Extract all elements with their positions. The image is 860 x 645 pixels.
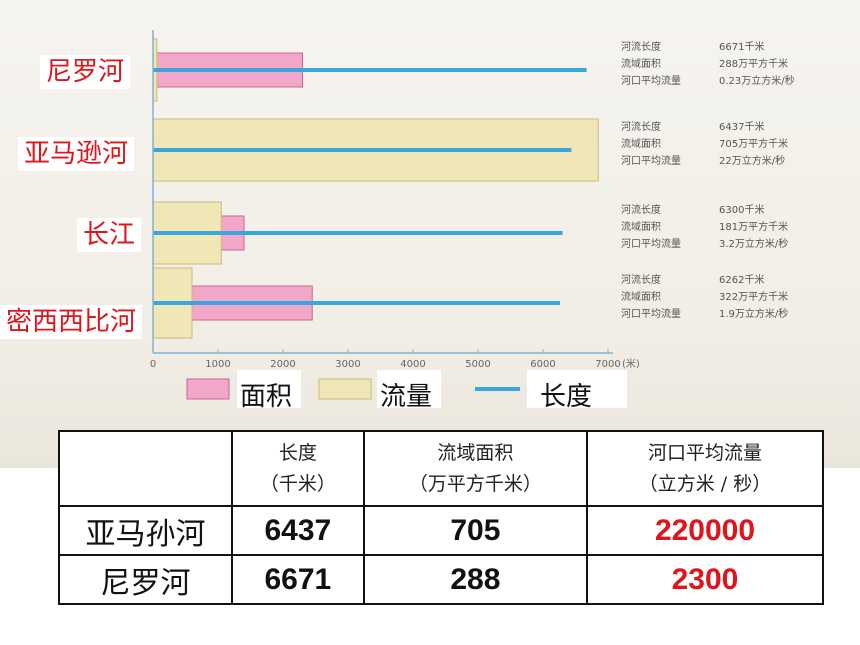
table-header-flow: 河口平均流量 （立方米 / 秒）: [586, 430, 824, 507]
annotation-value: 6437千米: [719, 120, 764, 133]
legend-flow-box: [377, 370, 441, 408]
legend-length-label: 长度: [540, 382, 593, 412]
annotation-label: 流域面积: [621, 137, 661, 150]
row-nile-area: 288: [362, 554, 589, 605]
row-amazon-flow: 220000: [586, 505, 824, 556]
annotation-label: 流域面积: [621, 57, 661, 70]
annotation-value: 3.2万立方米/秒: [719, 237, 788, 250]
header-flow-title: 河口平均流量: [647, 442, 762, 465]
header-flow-unit: （立方米 / 秒）: [638, 472, 772, 495]
annotation-label: 河口平均流量: [621, 237, 681, 250]
table-header-row: 长度 （千米） 流域面积 （万平方千米） 河口平均流量 （立方米 / 秒）: [58, 430, 824, 507]
table-header-length: 长度 （千米）: [231, 430, 365, 507]
annotation-value: 0.23万立方米/秒: [719, 74, 795, 87]
annotation-label: 河流长度: [621, 120, 661, 133]
table-row: 亚马孙河 6437 705 220000: [58, 505, 824, 556]
row-amazon-length: 6437: [231, 505, 365, 556]
annotation-label: 流域面积: [621, 290, 661, 303]
x-tick-label: 4000: [400, 359, 425, 370]
annotation-value: 181万平方千米: [719, 220, 788, 233]
header-area-title: 流域面积: [437, 442, 514, 465]
legend-area-box: [237, 370, 301, 408]
annotation-value: 1.9万立方米/秒: [719, 307, 788, 320]
x-tick-label: 3000: [335, 359, 360, 370]
annotation-label: 河口平均流量: [621, 74, 681, 87]
legend-flow-label: 流量: [380, 382, 433, 412]
legend-area-swatch: [186, 378, 230, 400]
x-tick-label: 7000: [595, 359, 620, 370]
annotation-label: 流域面积: [621, 220, 661, 233]
annotation-value: 288万平方千米: [719, 57, 788, 70]
row-nile-flow: 2300: [586, 554, 824, 605]
legend-length-box: [527, 370, 627, 408]
row-amazon-area: 705: [362, 505, 589, 556]
row-nile-length: 6671: [231, 554, 365, 605]
annotation-label: 河流长度: [621, 40, 661, 53]
x-tick-label: 0: [150, 359, 156, 370]
header-area-unit: （万平方千米）: [408, 472, 542, 495]
x-tick-label: 1000: [205, 359, 230, 370]
annotation-label: 河口平均流量: [621, 154, 681, 167]
legend-area-label: 面积: [240, 382, 293, 412]
table-row: 尼罗河 6671 288 2300: [58, 554, 824, 605]
x-tick-label: 6000: [530, 359, 555, 370]
river-label-mississippi: 密西西比河: [0, 305, 143, 339]
river-label-nile: 尼罗河: [40, 55, 131, 89]
x-axis-unit: (米): [622, 357, 640, 370]
river-label-yangtze: 长江: [77, 218, 142, 252]
comparison-table: 长度 （千米） 流域面积 （万平方千米） 河口平均流量 （立方米 / 秒） 亚马…: [58, 430, 824, 605]
row-name-nile: 尼罗河: [58, 554, 233, 605]
x-tick-label: 2000: [270, 359, 295, 370]
annotation-value: 22万立方米/秒: [719, 154, 785, 167]
chart: 0 1000 2000 3000 4000 5000 6000 7000 (米) 河流长度 667…: [150, 30, 795, 400]
table-header-area: 流域面积 （万平方千米）: [362, 430, 589, 507]
header-length-title: 长度: [278, 442, 317, 465]
header-length-unit: （千米）: [259, 472, 336, 495]
x-tick-label: 5000: [465, 359, 490, 370]
table-header-empty: [58, 430, 233, 507]
row-name-amazon: 亚马孙河: [58, 505, 233, 556]
annotation-value: 705万平方千米: [719, 137, 788, 150]
annotation-label: 河口平均流量: [621, 307, 681, 320]
river-label-amazon: 亚马逊河: [18, 137, 135, 171]
annotation-label: 河流长度: [621, 273, 661, 286]
legend-flow-swatch: [318, 378, 372, 400]
annotation-value: 6671千米: [719, 40, 764, 53]
annotation-value: 6262千米: [719, 273, 764, 286]
annotation-label: 河流长度: [621, 203, 661, 216]
annotation-value: 6300千米: [719, 203, 764, 216]
annotation-value: 322万平方千米: [719, 290, 788, 303]
